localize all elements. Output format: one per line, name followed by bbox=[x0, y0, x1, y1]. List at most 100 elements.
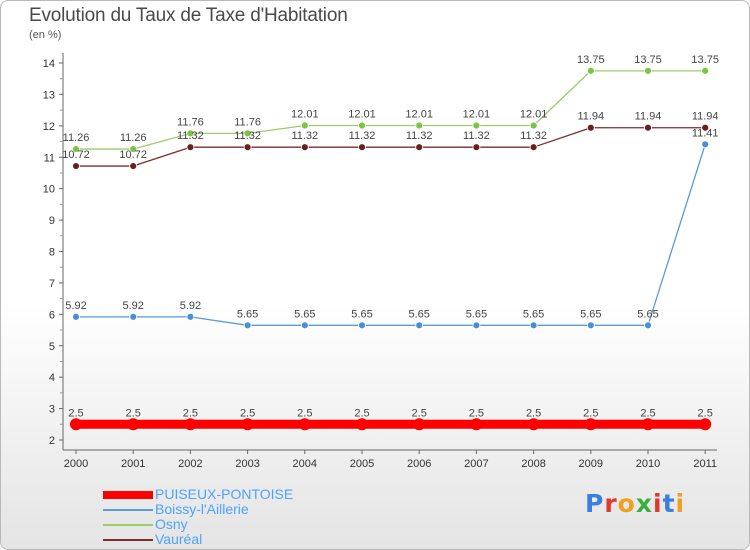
chart-title: Evolution du Taux de Taxe d'Habitation bbox=[29, 5, 348, 26]
data-label-puiseux-pontoise: 2.5 bbox=[526, 407, 541, 419]
series-point-osny bbox=[243, 129, 252, 138]
series-point-puiseux-pontoise bbox=[642, 418, 654, 431]
unit-label: (en %) bbox=[29, 29, 62, 41]
series-point-puiseux-pontoise bbox=[699, 418, 712, 431]
series-point-osny bbox=[586, 66, 595, 75]
x-tick-label: 2011 bbox=[693, 458, 717, 470]
series-line-osny bbox=[75, 70, 706, 150]
data-label-boissy-l-aillerie: 5.65 bbox=[294, 308, 315, 320]
series-point-boissy-l-aillerie bbox=[300, 321, 309, 330]
logo-letter: i bbox=[653, 489, 663, 518]
data-label-boissy-l-aillerie: 5.92 bbox=[65, 300, 86, 312]
series-point-vaur-al bbox=[300, 143, 309, 152]
series-point-boissy-l-aillerie bbox=[186, 312, 195, 321]
x-tick-label: 2009 bbox=[579, 458, 603, 470]
series-point-vaur-al bbox=[586, 123, 595, 132]
series-point-vaur-al bbox=[415, 143, 424, 152]
data-label-vaur-al: 11.32 bbox=[177, 130, 204, 142]
series-point-osny bbox=[644, 66, 652, 75]
data-label-vaur-al: 10.72 bbox=[62, 149, 90, 161]
y-tick-label: 12 bbox=[43, 121, 55, 133]
series-point-puiseux-pontoise bbox=[184, 418, 197, 431]
data-label-vaur-al: 11.32 bbox=[234, 130, 261, 142]
y-tick-label: 5 bbox=[49, 341, 55, 353]
data-label-boissy-l-aillerie: 5.65 bbox=[523, 308, 544, 320]
legend-swatch-boissy-l-aillerie bbox=[103, 508, 153, 511]
x-tick-label: 2010 bbox=[636, 458, 660, 470]
data-label-vaur-al: 11.32 bbox=[349, 130, 376, 142]
logo-letter: t bbox=[662, 489, 676, 518]
legend-swatch-vaur-al bbox=[103, 538, 153, 541]
series-point-vaur-al bbox=[644, 123, 652, 132]
data-label-boissy-l-aillerie: 5.65 bbox=[408, 308, 429, 320]
series-line-boissy-l-aillerie bbox=[75, 143, 706, 326]
series-point-vaur-al bbox=[701, 123, 710, 132]
legend-label-puiseux-pontoise: PUISEUX-PONTOISE bbox=[155, 486, 294, 502]
series-point-boissy-l-aillerie bbox=[72, 312, 80, 321]
series-point-puiseux-pontoise bbox=[127, 418, 140, 431]
series-point-puiseux-pontoise bbox=[298, 418, 311, 431]
y-tick-label: 7 bbox=[49, 278, 55, 290]
data-label-vaur-al: 11.32 bbox=[463, 130, 490, 142]
logo-letter: x bbox=[635, 489, 653, 518]
data-label-osny: 13.75 bbox=[577, 54, 605, 66]
series-point-osny bbox=[701, 66, 710, 75]
data-label-boissy-l-aillerie: 5.65 bbox=[237, 308, 258, 320]
data-label-boissy-l-aillerie: 5.92 bbox=[122, 300, 143, 312]
series-point-osny bbox=[472, 121, 481, 130]
y-tick-label: 13 bbox=[43, 89, 55, 101]
series-point-osny bbox=[72, 145, 80, 153]
series-point-puiseux-pontoise bbox=[413, 418, 426, 431]
series-point-boissy-l-aillerie bbox=[358, 321, 366, 330]
series-point-osny bbox=[129, 145, 138, 153]
x-tick-label: 2002 bbox=[178, 458, 202, 470]
data-label-vaur-al: 11.32 bbox=[291, 130, 318, 142]
data-label-puiseux-pontoise: 2.5 bbox=[183, 407, 198, 419]
x-tick-label: 2004 bbox=[293, 458, 317, 470]
logo-letter: o bbox=[617, 489, 636, 518]
series-point-vaur-al bbox=[243, 143, 252, 152]
data-label-osny: 13.75 bbox=[634, 54, 662, 66]
data-label-osny: 11.26 bbox=[63, 132, 90, 144]
data-label-boissy-l-aillerie: 5.65 bbox=[466, 308, 487, 320]
x-tick-label: 2001 bbox=[121, 458, 145, 470]
data-label-osny: 12.01 bbox=[291, 109, 319, 121]
x-tick-label: 2005 bbox=[350, 458, 374, 470]
y-tick-label: 10 bbox=[43, 184, 55, 196]
series-point-puiseux-pontoise bbox=[527, 418, 540, 431]
series-point-osny bbox=[186, 129, 195, 138]
legend-item-osny: Osny bbox=[103, 517, 293, 532]
legend-swatch-puiseux-pontoise bbox=[103, 490, 153, 499]
y-tick-label: 14 bbox=[43, 58, 55, 70]
legend-item-puiseux-pontoise: PUISEUX-PONTOISE bbox=[103, 487, 293, 502]
legend: PUISEUX-PONTOISE Boissy-l'Aillerie Osny Vau… bbox=[103, 487, 293, 547]
data-label-boissy-l-aillerie: 5.65 bbox=[351, 308, 372, 320]
series-line-vaur-al bbox=[75, 127, 706, 167]
series-point-osny bbox=[529, 121, 538, 130]
legend-label-boissy-l-aillerie: Boissy-l'Aillerie bbox=[155, 501, 249, 517]
data-label-puiseux-pontoise: 2.5 bbox=[412, 407, 427, 419]
logo-letter: P bbox=[585, 489, 605, 518]
logo-letter: i bbox=[675, 489, 686, 518]
x-tick-label: 2003 bbox=[235, 458, 259, 470]
data-label-puiseux-pontoise: 2.5 bbox=[126, 407, 141, 419]
data-label-puiseux-pontoise: 2.5 bbox=[583, 407, 598, 419]
series-point-puiseux-pontoise bbox=[241, 418, 254, 431]
data-label-puiseux-pontoise: 2.5 bbox=[297, 407, 312, 419]
data-label-boissy-l-aillerie: 5.92 bbox=[180, 300, 201, 312]
y-tick-label: 2 bbox=[49, 435, 55, 447]
series-point-boissy-l-aillerie bbox=[644, 321, 652, 330]
data-label-vaur-al: 11.94 bbox=[692, 111, 719, 123]
series-point-boissy-l-aillerie bbox=[529, 321, 538, 330]
data-label-puiseux-pontoise: 2.5 bbox=[240, 407, 255, 419]
data-label-osny: 12.01 bbox=[405, 109, 433, 121]
data-label-osny: 11.76 bbox=[234, 116, 261, 128]
data-label-puiseux-pontoise: 2.5 bbox=[68, 407, 83, 419]
y-tick-label: 11 bbox=[44, 152, 55, 164]
data-label-boissy-l-aillerie: 5.65 bbox=[580, 308, 601, 320]
proxiti-logo: Proxiti bbox=[585, 489, 685, 518]
series-point-vaur-al bbox=[358, 143, 366, 152]
data-label-puiseux-pontoise: 2.5 bbox=[469, 407, 484, 419]
legend-item-boissy-l-aillerie: Boissy-l'Aillerie bbox=[103, 502, 293, 517]
